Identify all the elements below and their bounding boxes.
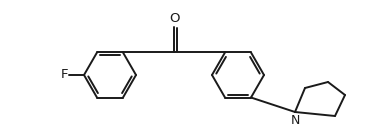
Text: N: N — [290, 114, 300, 127]
Text: F: F — [61, 68, 68, 81]
Text: O: O — [169, 12, 179, 25]
